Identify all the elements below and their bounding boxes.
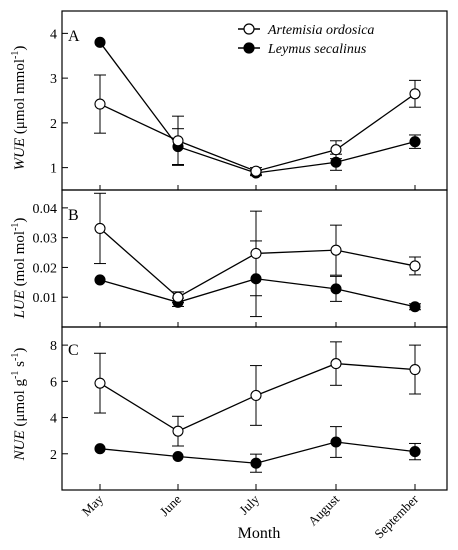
point-artemisia bbox=[330, 144, 342, 156]
panel-letter-c: C bbox=[68, 342, 79, 359]
point-artemisia bbox=[330, 358, 342, 370]
point-artemisia bbox=[172, 291, 184, 303]
legend-marker-leymus bbox=[243, 42, 255, 54]
point-artemisia bbox=[250, 389, 262, 402]
legend-label-artemisia: Artemisia ordosica bbox=[267, 23, 374, 38]
legend: Artemisia ordosica Leymus secalinus bbox=[238, 23, 374, 57]
y-tick-label: 8 bbox=[50, 339, 57, 354]
y-axis-title-wue: WUE (μmol mmol-1) bbox=[10, 46, 28, 171]
point-artemisia bbox=[94, 377, 106, 389]
point-leymus bbox=[172, 450, 184, 463]
point-artemisia bbox=[330, 244, 342, 256]
y-tick-label: 0.02 bbox=[33, 261, 58, 276]
point-leymus bbox=[409, 301, 421, 313]
point-leymus bbox=[330, 436, 342, 448]
y-tick-label: 0.01 bbox=[33, 291, 58, 306]
point-leymus bbox=[409, 446, 421, 458]
y-axis-title-lue: LUE (mol mol-1) bbox=[10, 218, 28, 320]
point-artemisia bbox=[94, 98, 106, 110]
series-line-artemisia bbox=[99, 227, 416, 299]
y-tick-label: 6 bbox=[50, 375, 57, 390]
point-artemisia bbox=[172, 425, 184, 437]
point-artemisia bbox=[250, 247, 262, 259]
point-leymus bbox=[409, 136, 421, 148]
x-tick-label: July bbox=[236, 491, 262, 517]
point-leymus bbox=[94, 274, 106, 286]
point-artemisia bbox=[172, 135, 184, 147]
legend-label-leymus: Leymus secalinus bbox=[267, 42, 367, 57]
point-leymus bbox=[250, 457, 262, 469]
point-artemisia bbox=[409, 88, 421, 100]
x-tick-label: September bbox=[371, 491, 421, 541]
y-tick-label: 3 bbox=[50, 72, 57, 87]
x-tick-label: May bbox=[79, 491, 107, 519]
point-leymus bbox=[94, 443, 106, 455]
point-leymus bbox=[94, 36, 106, 48]
point-artemisia bbox=[250, 165, 262, 177]
panel-letter-b: B bbox=[68, 207, 79, 224]
panel-letter-a: A bbox=[68, 28, 80, 45]
legend-marker-artemisia bbox=[243, 23, 255, 35]
panel-frame bbox=[61, 326, 448, 491]
chart-marks: May June July August September 1 2 3 4 0.01 0.02 0.… bbox=[33, 27, 422, 541]
x-tick-label: June bbox=[157, 491, 185, 519]
y-tick-label: 4 bbox=[50, 27, 57, 42]
y-tick-label: 2 bbox=[50, 117, 57, 132]
point-artemisia bbox=[409, 364, 421, 376]
y-tick-label: 4 bbox=[50, 412, 57, 427]
x-tick-label: August bbox=[305, 491, 342, 528]
point-artemisia bbox=[94, 222, 106, 234]
series-line-leymus bbox=[99, 41, 416, 174]
y-tick-label: 2 bbox=[50, 448, 57, 463]
y-tick-label: 1 bbox=[50, 162, 57, 177]
x-axis-title: Month bbox=[238, 525, 281, 542]
y-axis-title-nue: NUE (μmol g-1 s-1) bbox=[10, 348, 28, 462]
point-leymus bbox=[330, 283, 342, 295]
panel-frame bbox=[61, 10, 448, 191]
panel-frames bbox=[61, 10, 448, 491]
y-tick-label: 0.03 bbox=[33, 232, 58, 247]
y-tick-label: 0.04 bbox=[33, 202, 58, 217]
point-artemisia bbox=[409, 260, 421, 272]
